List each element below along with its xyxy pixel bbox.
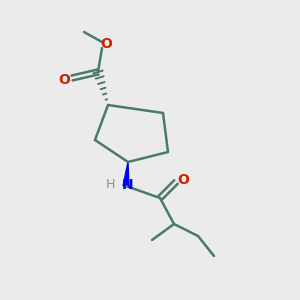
Text: H: H <box>105 178 115 190</box>
Text: N: N <box>122 178 134 192</box>
Text: O: O <box>177 173 189 187</box>
Text: O: O <box>100 37 112 51</box>
Text: O: O <box>58 73 70 87</box>
Polygon shape <box>123 162 129 186</box>
